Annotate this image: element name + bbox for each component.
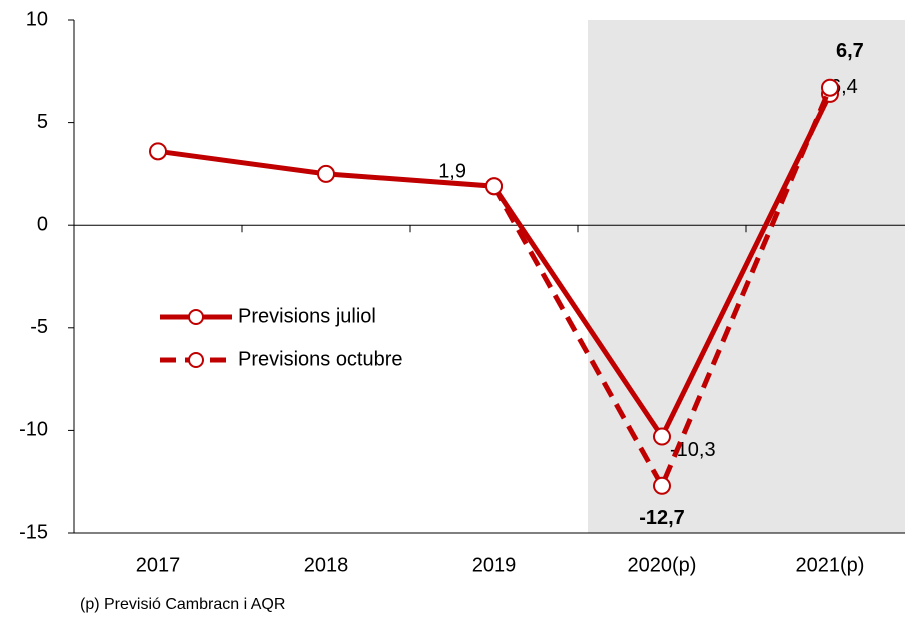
x-tick-label: 2018	[304, 554, 349, 576]
y-tick-label: -5	[30, 316, 48, 338]
legend-marker	[188, 309, 204, 325]
forecast-shading	[588, 20, 905, 533]
x-tick-label: 2021(p)	[796, 554, 865, 576]
point-marker	[485, 177, 503, 196]
data-label: 1,9	[438, 160, 466, 182]
point-marker	[317, 164, 335, 183]
y-tick-label: -10	[19, 419, 48, 441]
y-tick-label: 10	[26, 8, 48, 30]
point-marker	[149, 142, 167, 161]
point-marker	[653, 476, 671, 495]
legend-label: Previsions octubre	[238, 348, 403, 370]
x-tick-label: 2020(p)	[628, 554, 697, 576]
y-tick-label: -15	[19, 521, 48, 543]
x-tick-label: 2017	[136, 554, 181, 576]
y-tick-label: 0	[37, 213, 48, 235]
point-marker	[821, 78, 839, 97]
legend-marker	[188, 352, 204, 368]
data-label: 6,7	[836, 40, 864, 62]
legend-label: Previsions juliol	[238, 305, 376, 327]
series-line	[491, 86, 833, 492]
footnote: (p) Previsió Cambracn i AQR	[80, 596, 285, 613]
point-marker	[653, 427, 671, 446]
data-label: -12,7	[639, 507, 685, 529]
y-tick-label: 5	[37, 111, 48, 133]
x-tick-label: 2019	[472, 554, 517, 576]
